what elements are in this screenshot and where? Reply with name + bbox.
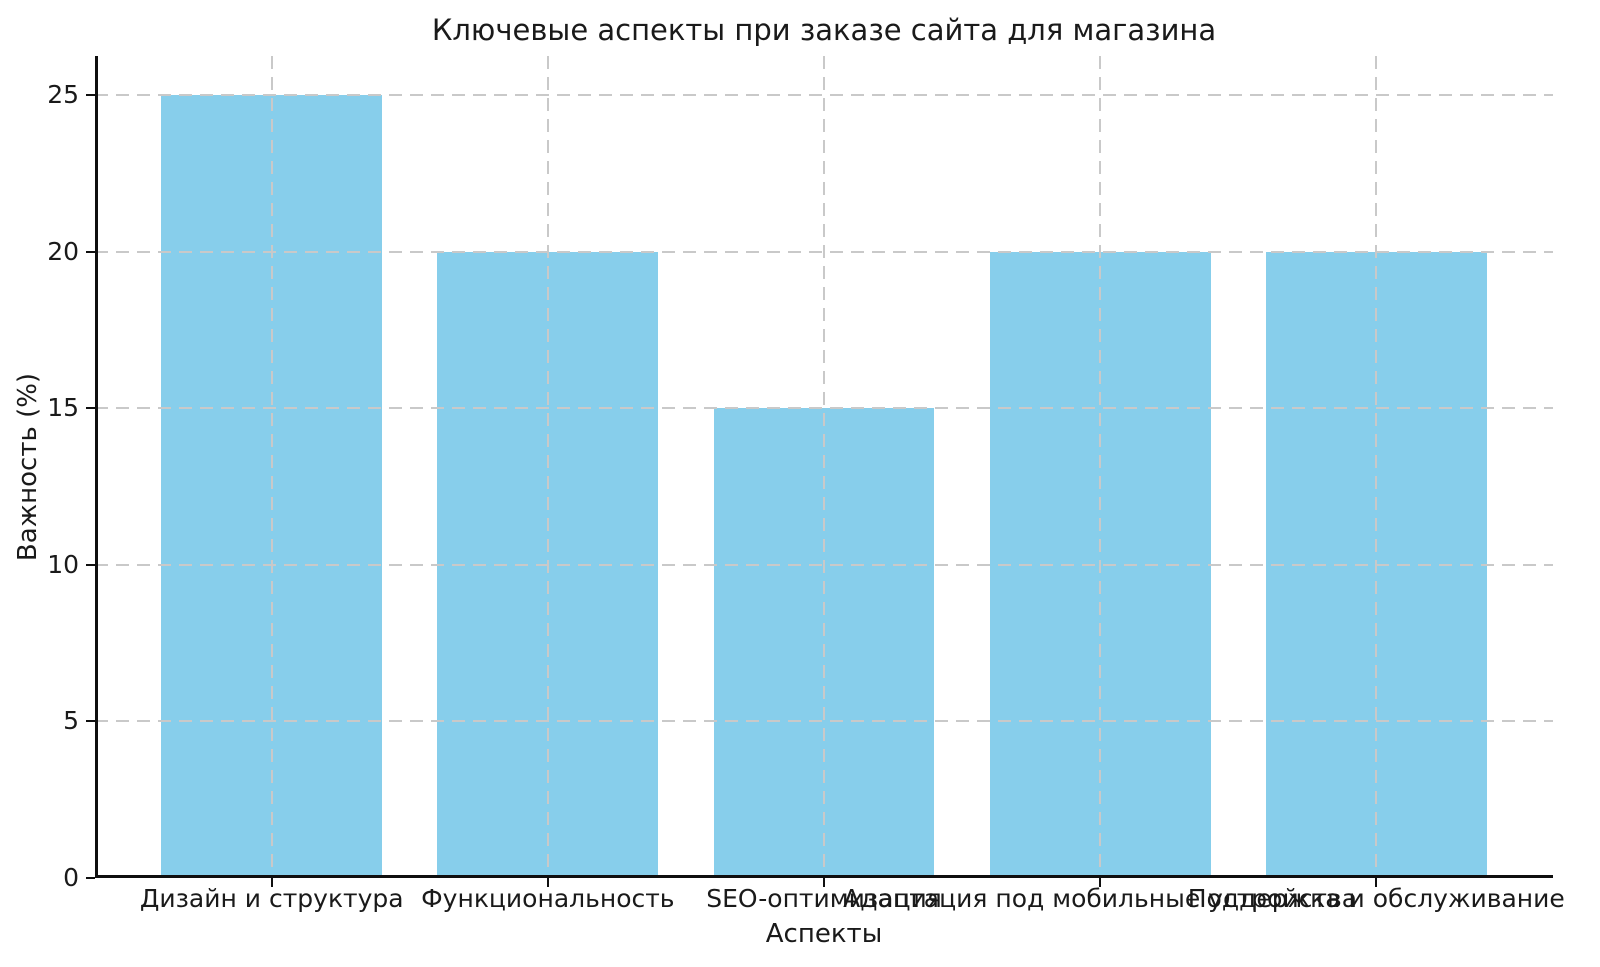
- x-tick-label: Дизайн и структура: [139, 884, 404, 913]
- y-tick-mark: [86, 407, 95, 410]
- y-axis-spine: [95, 56, 98, 878]
- x-tick-label: Адаптация под мобильные устройства: [843, 884, 1358, 913]
- v-gridline: [823, 56, 825, 878]
- y-tick-label: 15: [47, 393, 79, 423]
- h-gridline: [95, 250, 1553, 253]
- y-tick-mark: [86, 877, 95, 879]
- plot-area: 0 5 10 15 20 25 Дизайн и структура Функциональн…: [47, 56, 1565, 913]
- x-tick-mark: [270, 878, 273, 887]
- x-tick-label: Функциональность: [421, 884, 675, 913]
- x-axis-label: Аспекты: [765, 919, 883, 949]
- v-gridline: [546, 56, 549, 878]
- h-gridline: [95, 94, 1553, 97]
- y-tick-mark: [86, 563, 95, 566]
- y-tick-label: 0: [63, 863, 79, 892]
- y-tick-mark: [86, 94, 95, 97]
- y-axis-label: Важность (%): [13, 372, 43, 562]
- x-tick-mark: [1375, 878, 1378, 887]
- y-tick-label: 5: [63, 706, 79, 736]
- v-gridline: [1375, 56, 1378, 878]
- v-gridline: [270, 56, 273, 878]
- chart-title: Ключевые аспекты при заказе сайта для ма…: [431, 13, 1217, 47]
- x-tick-label: SEO-оптимизация: [706, 884, 942, 913]
- h-gridline: [95, 407, 1553, 410]
- x-axis-spine: [95, 875, 1553, 878]
- y-tick-label: 10: [47, 549, 79, 579]
- x-tick-label: Поддержка и обслуживание: [1187, 884, 1565, 913]
- y-tick-mark: [86, 720, 95, 723]
- y-tick-label: 20: [47, 236, 79, 266]
- y-tick-label: 25: [47, 80, 79, 110]
- h-gridline: [95, 563, 1553, 566]
- v-gridline: [1099, 56, 1102, 878]
- x-tick-mark: [823, 878, 825, 887]
- y-tick-mark: [86, 250, 95, 253]
- x-tick-mark: [1099, 878, 1102, 887]
- x-tick-mark: [546, 878, 549, 887]
- h-gridline: [95, 720, 1553, 723]
